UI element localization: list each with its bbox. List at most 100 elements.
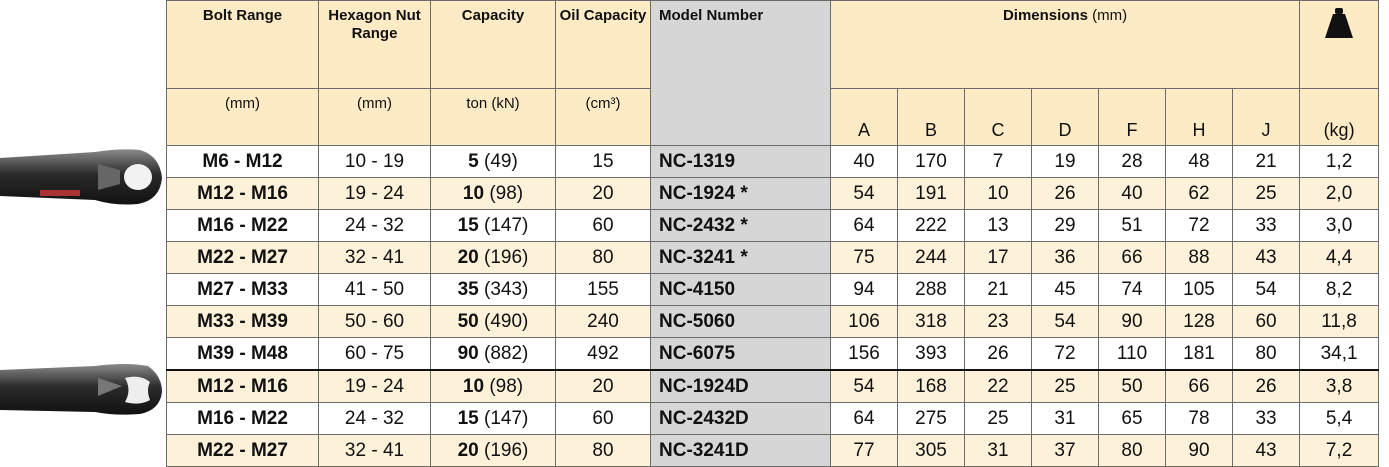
header-cell: Dimensions (mm) xyxy=(831,1,1300,89)
oil-capacity: 60 xyxy=(556,403,651,435)
dimension: 110 xyxy=(1099,338,1166,371)
dimension: 66 xyxy=(1166,370,1233,403)
dimension: 13 xyxy=(965,210,1032,242)
header-cell: Hexagon Nut Range xyxy=(319,1,431,89)
dimension: 10 xyxy=(965,178,1032,210)
dimension: 50 xyxy=(1099,370,1166,403)
oil-capacity: 60 xyxy=(556,210,651,242)
capacity-kn: (882) xyxy=(484,343,528,364)
dimension: 80 xyxy=(1233,338,1300,371)
dimension: 26 xyxy=(1233,370,1300,403)
dimension-letter: F xyxy=(1099,89,1166,146)
weight: 7,2 xyxy=(1300,435,1379,467)
dimension: 54 xyxy=(831,370,898,403)
dimension: 43 xyxy=(1233,242,1300,274)
nut-range: 24 - 32 xyxy=(319,210,431,242)
dimension: 22 xyxy=(965,370,1032,403)
capacity-ton: 10 xyxy=(463,376,484,397)
bolt-range: M12 - M16 xyxy=(167,370,319,403)
dimension: 19 xyxy=(1032,146,1099,178)
dimension: 128 xyxy=(1166,306,1233,338)
weight: 3,8 xyxy=(1300,370,1379,403)
capacity: 50 (490) xyxy=(431,306,556,338)
unit-cell: (mm) xyxy=(167,89,319,146)
dimension: 31 xyxy=(1032,403,1099,435)
capacity-kn: (343) xyxy=(484,279,528,300)
dimension: 156 xyxy=(831,338,898,371)
oil-capacity: 15 xyxy=(556,146,651,178)
dimension: 318 xyxy=(898,306,965,338)
capacity: 90 (882) xyxy=(431,338,556,371)
capacity: 35 (343) xyxy=(431,274,556,306)
model-number: NC-5060 xyxy=(651,306,831,338)
dimension: 40 xyxy=(831,146,898,178)
capacity-kn: (147) xyxy=(484,408,528,429)
weight: 34,1 xyxy=(1300,338,1379,371)
dimension: 275 xyxy=(898,403,965,435)
dimensions-unit: (mm) xyxy=(1092,7,1127,24)
model-number: NC-3241 * xyxy=(651,242,831,274)
dimension: 74 xyxy=(1099,274,1166,306)
weight: 2,0 xyxy=(1300,178,1379,210)
capacity: 5 (49) xyxy=(431,146,556,178)
capacity: 15 (147) xyxy=(431,210,556,242)
oil-capacity: 240 xyxy=(556,306,651,338)
bolt-range: M22 - M27 xyxy=(167,435,319,467)
header-cell: Oil Capacity xyxy=(556,1,651,89)
dimension-letter: D xyxy=(1032,89,1099,146)
capacity-kn: (196) xyxy=(484,440,528,461)
capacity-ton: 90 xyxy=(458,343,479,364)
dimension: 77 xyxy=(831,435,898,467)
dimension: 28 xyxy=(1099,146,1166,178)
model-number: NC-4150 xyxy=(651,274,831,306)
weight-icon xyxy=(1324,7,1354,39)
weight: 3,0 xyxy=(1300,210,1379,242)
header-cell: Capacity xyxy=(431,1,556,89)
dimension: 65 xyxy=(1099,403,1166,435)
data-row: M27 - M3341 - 5035 (343)155NC-4150942882… xyxy=(167,274,1379,306)
capacity-ton: 10 xyxy=(463,183,484,204)
dimension: 75 xyxy=(831,242,898,274)
capacity-kn: (490) xyxy=(484,311,528,332)
model-number: NC-1924D xyxy=(651,370,831,403)
nut-range: 32 - 41 xyxy=(319,242,431,274)
header-cell: Model Number xyxy=(651,1,831,146)
capacity-ton: 15 xyxy=(458,408,479,429)
model-number: NC-6075 xyxy=(651,338,831,371)
bolt-range: M6 - M12 xyxy=(167,146,319,178)
weight: 11,8 xyxy=(1300,306,1379,338)
dimension: 23 xyxy=(965,306,1032,338)
dimension-letter: A xyxy=(831,89,898,146)
capacity-ton: 35 xyxy=(458,279,479,300)
dimension: 80 xyxy=(1099,435,1166,467)
oil-capacity: 492 xyxy=(556,338,651,371)
oil-capacity: 20 xyxy=(556,370,651,403)
header-cell: Bolt Range xyxy=(167,1,319,89)
dimension: 29 xyxy=(1032,210,1099,242)
dimension: 288 xyxy=(898,274,965,306)
bolt-range: M39 - M48 xyxy=(167,338,319,371)
dimension: 244 xyxy=(898,242,965,274)
dimension: 25 xyxy=(1233,178,1300,210)
nut-range: 19 - 24 xyxy=(319,178,431,210)
dimension: 168 xyxy=(898,370,965,403)
data-row: M16 - M2224 - 3215 (147)60NC-2432 *64222… xyxy=(167,210,1379,242)
unit-cell: ton (kN) xyxy=(431,89,556,146)
dimension: 51 xyxy=(1099,210,1166,242)
product-images xyxy=(0,0,166,466)
dimension: 72 xyxy=(1166,210,1233,242)
weight: 4,4 xyxy=(1300,242,1379,274)
dimension-letter: B xyxy=(898,89,965,146)
dimension-letter: C xyxy=(965,89,1032,146)
dimension: 88 xyxy=(1166,242,1233,274)
dimension: 305 xyxy=(898,435,965,467)
unit-cell: (mm) xyxy=(319,89,431,146)
capacity-ton: 20 xyxy=(458,247,479,268)
nut-range: 19 - 24 xyxy=(319,370,431,403)
data-row: M12 - M1619 - 2410 (98)20NC-1924 *541911… xyxy=(167,178,1379,210)
dimension: 90 xyxy=(1099,306,1166,338)
